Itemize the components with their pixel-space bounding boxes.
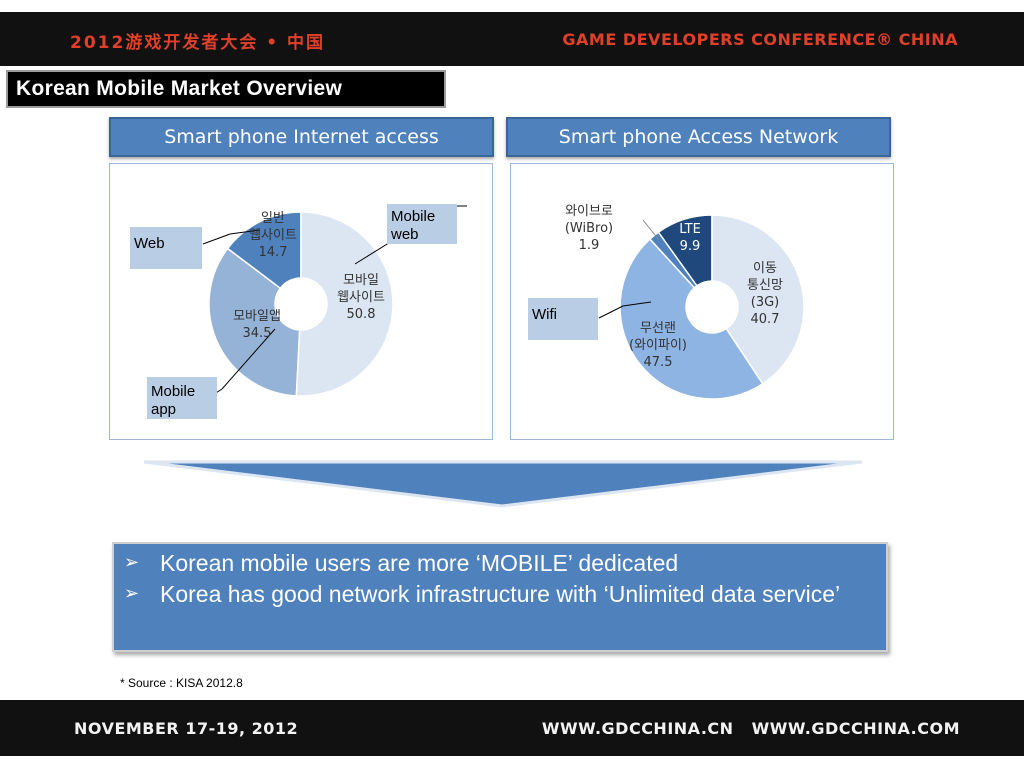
- bullet-arrow-icon: ➢: [124, 583, 140, 604]
- slice-category-label: 모바일앱: [233, 309, 281, 324]
- donut-slice: [711, 214, 805, 385]
- down-arrow-shape: [143, 460, 863, 508]
- callout-line-wibro: [642, 219, 660, 241]
- bullet-arrow-icon: ➢: [124, 552, 140, 573]
- slice-category-label: 일반: [261, 211, 285, 226]
- callout-line-wifi: [598, 305, 624, 319]
- header-bar: 2012游戏开发者大会 • 中国 GAME DEVELOPERS CONFERE…: [0, 12, 1024, 66]
- donut-slice: [295, 211, 394, 397]
- source-note: * Source : KISA 2012.8: [120, 676, 243, 690]
- slice-value-label: 1.9: [579, 238, 600, 253]
- summary-bullet-text: Korea has good network infrastructure wi…: [160, 581, 841, 607]
- summary-bullet-text: Korean mobile users are more ‘MOBILE’ de…: [160, 550, 679, 576]
- slice-category-label: 모바일: [343, 273, 379, 288]
- donut-slice: [208, 247, 301, 397]
- slice-category-label: (3G): [751, 295, 780, 310]
- callout-line-mobile-app-2: [221, 328, 276, 390]
- summary-bullet-1: ➢ Korean mobile users are more ‘MOBILE’ …: [124, 548, 860, 578]
- donut-slice: [226, 211, 302, 290]
- slice-category-label: 무선랜: [640, 321, 676, 336]
- slice-value-label: 50.8: [347, 307, 376, 322]
- callout-web: Web: [130, 227, 202, 269]
- slice-value-label: 40.7: [751, 312, 780, 327]
- slice-category-label: 웹사이트: [249, 228, 297, 243]
- slice-value-label: 47.5: [644, 355, 673, 370]
- slice-value-label: 14.7: [259, 245, 288, 260]
- slide-title: Korean Mobile Market Overview: [6, 70, 446, 108]
- slice-category-label: 이동: [753, 261, 777, 276]
- footer-bar: NOVEMBER 17-19, 2012 WWW.GDCCHINA.CN WWW…: [0, 700, 1024, 756]
- slice-value-label: 9.9: [680, 239, 701, 254]
- panel-header-internet-access: Smart phone Internet access: [109, 117, 494, 157]
- slice-category-label: (와이파이): [629, 338, 687, 353]
- slice-category-label: 와이브로: [565, 204, 613, 219]
- header-conference-title: GAME DEVELOPERS CONFERENCE® CHINA: [562, 30, 958, 49]
- callout-mobile-app: Mobile app: [147, 377, 217, 419]
- summary-box: ➢ Korean mobile users are more ‘MOBILE’ …: [112, 542, 888, 652]
- callout-line-web-2: [229, 229, 261, 235]
- slice-category-label: 웹사이트: [337, 290, 385, 305]
- panel-header-access-network: Smart phone Access Network: [506, 117, 891, 157]
- slice-value-label: 34.5: [243, 326, 272, 341]
- header-chinese-title: 2012游戏开发者大会 • 中国: [70, 33, 326, 53]
- slice-category-label: LTE: [679, 222, 701, 237]
- donut-slice: [619, 238, 764, 400]
- footer-websites: WWW.GDCCHINA.CN WWW.GDCCHINA.COM: [541, 719, 960, 738]
- slice-category-label: (WiBro): [565, 221, 613, 236]
- slice-category-label: 통신망: [747, 278, 783, 293]
- callout-line-web: [202, 233, 231, 245]
- callout-wifi: Wifi: [528, 298, 598, 340]
- footer-dates: NOVEMBER 17-19, 2012: [74, 719, 299, 738]
- callout-line-wifi-2: [622, 301, 652, 307]
- summary-arrow: [143, 460, 863, 508]
- summary-bullet-2: ➢ Korea has good network infrastructure …: [124, 579, 860, 609]
- callout-mobile-web: Mobile web: [387, 204, 457, 244]
